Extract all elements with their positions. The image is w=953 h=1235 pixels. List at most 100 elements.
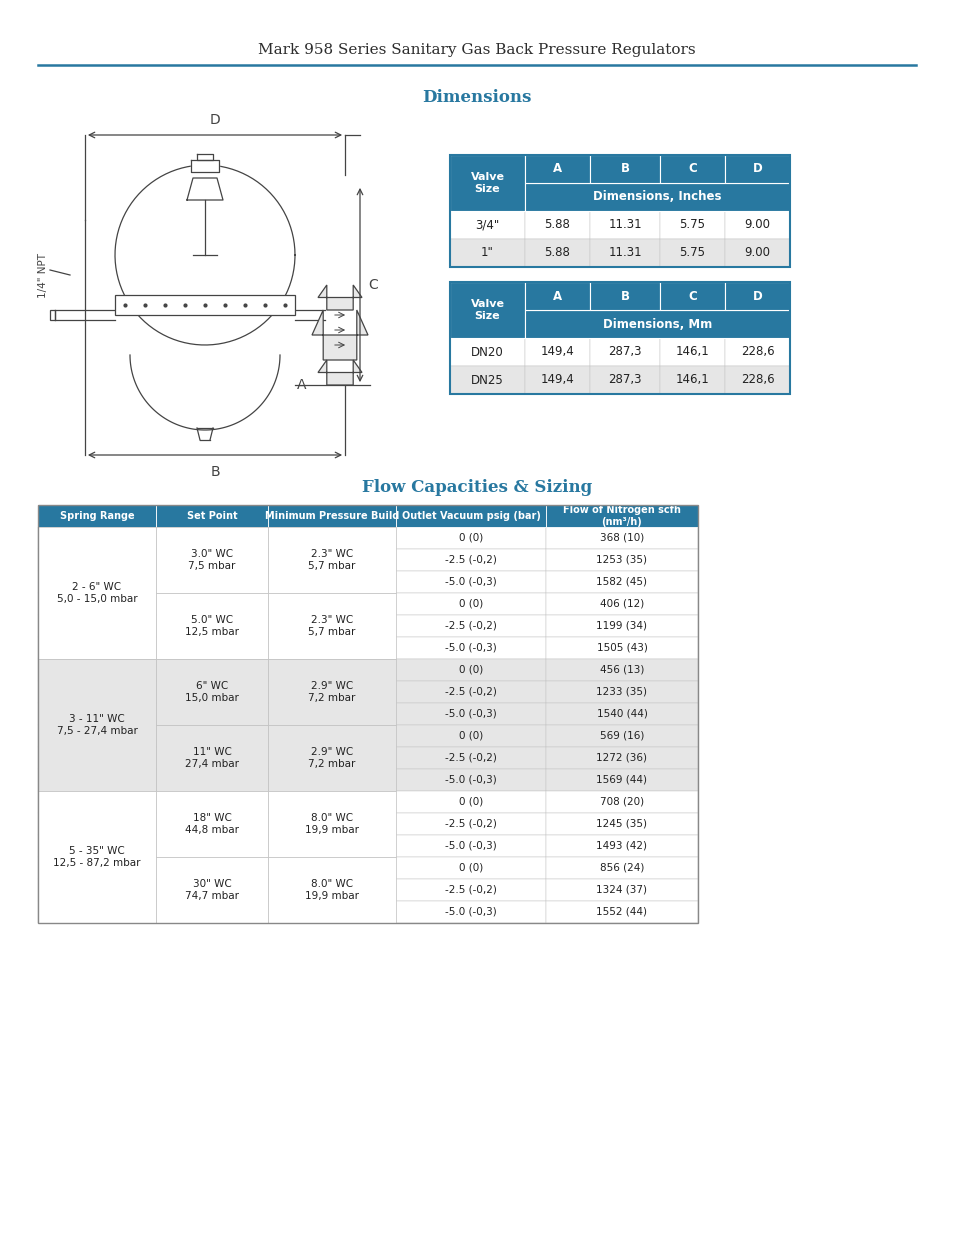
Bar bbox=[545, 835, 698, 857]
Text: -5.0 (-0,3): -5.0 (-0,3) bbox=[445, 643, 497, 653]
Bar bbox=[38, 790, 156, 923]
Bar bbox=[38, 835, 156, 857]
Bar bbox=[156, 790, 268, 813]
Text: 8.0" WC
19,9 mbar: 8.0" WC 19,9 mbar bbox=[305, 813, 358, 835]
Bar bbox=[268, 615, 395, 637]
Bar bbox=[38, 593, 156, 615]
Bar bbox=[38, 857, 156, 879]
Text: 146,1: 146,1 bbox=[675, 346, 709, 358]
Bar bbox=[156, 593, 268, 659]
Bar bbox=[156, 680, 268, 703]
Text: 0 (0): 0 (0) bbox=[458, 664, 482, 676]
Text: 1253 (35): 1253 (35) bbox=[596, 555, 647, 564]
Bar bbox=[38, 725, 156, 747]
Text: -5.0 (-0,3): -5.0 (-0,3) bbox=[445, 709, 497, 719]
Bar bbox=[268, 857, 395, 879]
Bar bbox=[38, 571, 156, 593]
Bar bbox=[545, 857, 698, 879]
Bar bbox=[545, 637, 698, 659]
Text: 2.3" WC
5,7 mbar: 2.3" WC 5,7 mbar bbox=[308, 550, 355, 571]
Bar bbox=[268, 879, 395, 902]
Text: 149,4: 149,4 bbox=[540, 346, 574, 358]
Text: 1569 (44): 1569 (44) bbox=[596, 776, 647, 785]
Bar bbox=[545, 902, 698, 923]
Text: 406 (12): 406 (12) bbox=[599, 599, 643, 609]
Text: 856 (24): 856 (24) bbox=[599, 863, 643, 873]
Text: 2.9" WC
7,2 mbar: 2.9" WC 7,2 mbar bbox=[308, 747, 355, 769]
Bar bbox=[156, 813, 268, 835]
Polygon shape bbox=[191, 161, 219, 172]
Text: Mark 958 Series Sanitary Gas Back Pressure Regulators: Mark 958 Series Sanitary Gas Back Pressu… bbox=[258, 43, 695, 57]
Bar bbox=[659, 240, 724, 267]
Bar bbox=[524, 366, 589, 394]
Bar bbox=[268, 725, 395, 790]
Text: 5.75: 5.75 bbox=[679, 247, 705, 259]
Bar bbox=[268, 637, 395, 659]
Bar bbox=[38, 790, 156, 813]
Bar bbox=[545, 659, 698, 680]
Bar bbox=[50, 310, 55, 320]
Bar bbox=[156, 769, 268, 790]
Bar bbox=[395, 879, 545, 902]
Bar bbox=[450, 156, 789, 267]
Bar bbox=[38, 769, 156, 790]
Bar bbox=[589, 211, 659, 240]
Text: 5.0" WC
12,5 mbar: 5.0" WC 12,5 mbar bbox=[185, 615, 239, 637]
Bar bbox=[268, 813, 395, 835]
Bar bbox=[156, 835, 268, 857]
Bar bbox=[524, 240, 589, 267]
Bar bbox=[724, 366, 789, 394]
Text: 149,4: 149,4 bbox=[540, 373, 574, 387]
Bar bbox=[450, 282, 524, 338]
Text: 1/4" NPT: 1/4" NPT bbox=[38, 252, 48, 298]
Bar bbox=[395, 703, 545, 725]
Text: 9.00: 9.00 bbox=[743, 247, 770, 259]
Text: -2.5 (-0,2): -2.5 (-0,2) bbox=[445, 753, 497, 763]
Bar bbox=[450, 366, 524, 394]
Text: Flow of Nitrogen scfh
(nm³/h): Flow of Nitrogen scfh (nm³/h) bbox=[562, 505, 680, 527]
Bar bbox=[524, 211, 589, 240]
Text: Spring Range: Spring Range bbox=[60, 511, 134, 521]
Text: Valve
Size: Valve Size bbox=[470, 299, 504, 321]
Bar bbox=[156, 637, 268, 659]
Text: 708 (20): 708 (20) bbox=[599, 797, 643, 806]
Text: 228,6: 228,6 bbox=[740, 373, 774, 387]
Text: 2 - 6" WC
5,0 - 15,0 mbar: 2 - 6" WC 5,0 - 15,0 mbar bbox=[56, 582, 137, 604]
Text: 228,6: 228,6 bbox=[740, 346, 774, 358]
Polygon shape bbox=[312, 310, 368, 359]
Bar bbox=[395, 550, 545, 571]
Bar bbox=[395, 790, 545, 813]
Bar bbox=[395, 505, 545, 527]
Bar bbox=[38, 527, 156, 550]
Text: -2.5 (-0,2): -2.5 (-0,2) bbox=[445, 555, 497, 564]
Text: -2.5 (-0,2): -2.5 (-0,2) bbox=[445, 819, 497, 829]
Bar bbox=[589, 282, 659, 310]
Bar bbox=[545, 703, 698, 725]
Text: 1582 (45): 1582 (45) bbox=[596, 577, 647, 587]
Text: 11.31: 11.31 bbox=[608, 219, 641, 231]
Bar bbox=[659, 282, 724, 310]
Polygon shape bbox=[196, 154, 213, 161]
Bar bbox=[589, 338, 659, 366]
Bar bbox=[38, 747, 156, 769]
Bar bbox=[268, 527, 395, 550]
Text: Dimensions, Inches: Dimensions, Inches bbox=[593, 190, 721, 204]
Text: 1233 (35): 1233 (35) bbox=[596, 687, 647, 697]
Text: 11.31: 11.31 bbox=[608, 247, 641, 259]
Bar bbox=[268, 902, 395, 923]
Text: 5 - 35" WC
12,5 - 87,2 mbar: 5 - 35" WC 12,5 - 87,2 mbar bbox=[53, 846, 141, 868]
Bar bbox=[268, 593, 395, 615]
Bar bbox=[545, 550, 698, 571]
Bar bbox=[524, 156, 589, 183]
Bar bbox=[395, 571, 545, 593]
Bar bbox=[156, 857, 268, 923]
Bar bbox=[38, 527, 156, 659]
Text: 0 (0): 0 (0) bbox=[458, 534, 482, 543]
Bar bbox=[38, 505, 156, 527]
Text: 1324 (37): 1324 (37) bbox=[596, 885, 647, 895]
Text: 1505 (43): 1505 (43) bbox=[596, 643, 647, 653]
Bar bbox=[156, 593, 268, 615]
Bar bbox=[545, 680, 698, 703]
Text: B: B bbox=[619, 163, 629, 175]
Bar bbox=[395, 769, 545, 790]
